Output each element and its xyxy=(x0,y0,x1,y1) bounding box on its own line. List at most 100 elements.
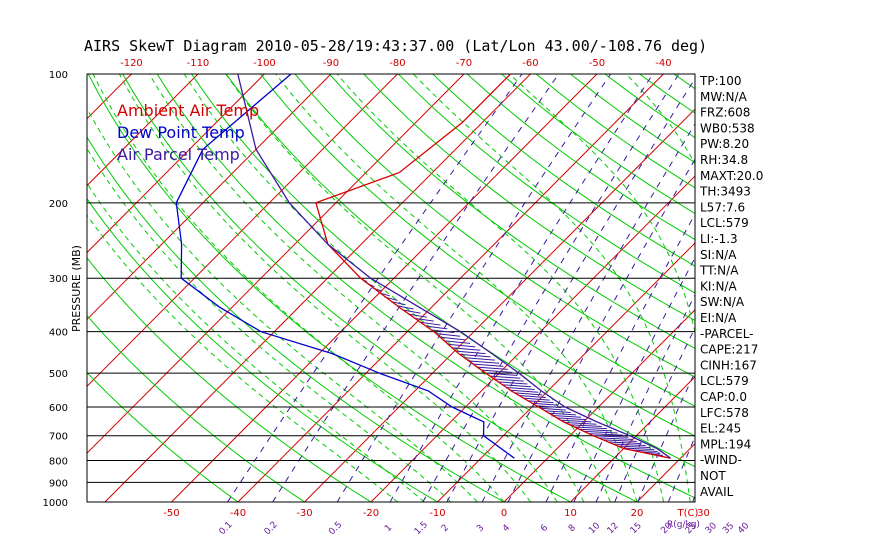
index-label: WB0:538 xyxy=(700,121,755,135)
index-label: NOT xyxy=(700,469,726,483)
index-label: SW:N/A xyxy=(700,295,745,309)
cape-hatch-line xyxy=(443,340,471,344)
isotherm-line xyxy=(304,108,695,502)
isotherm-line xyxy=(171,74,598,502)
cape-hatch-line xyxy=(493,378,524,382)
mixing-ratio-line xyxy=(637,370,695,502)
mixing-ratio-label: 6 xyxy=(539,523,550,534)
bottom-temp-tick-label: 0 xyxy=(501,508,507,519)
pressure-tick-label: 100 xyxy=(49,70,68,81)
top-temp-tick-label: -60 xyxy=(522,58,538,69)
mixing-ratio-label: 3 xyxy=(475,523,486,534)
cape-hatch-line xyxy=(413,317,434,322)
mixing-ratio-line xyxy=(507,158,695,502)
mixing-ratio-line xyxy=(595,293,695,502)
index-label: SI:N/A xyxy=(700,248,737,262)
mixing-ratio-label: 4 xyxy=(501,523,512,534)
cape-hatch-line xyxy=(476,366,508,370)
grid-lines xyxy=(87,74,695,502)
mixing-ratio-line xyxy=(336,74,612,502)
cape-hatch-line xyxy=(588,433,623,436)
index-label: TP:100 xyxy=(699,74,742,88)
plot-frame xyxy=(86,73,696,503)
mixing-ratio-line xyxy=(389,74,654,502)
top-temp-tick-label: -120 xyxy=(120,58,143,69)
isotherm-line xyxy=(87,74,265,254)
dew-point-temp-line xyxy=(175,74,515,459)
cape-hatch-line xyxy=(459,353,491,358)
index-label: PW:8.20 xyxy=(700,137,749,151)
moist-adiabat-line xyxy=(87,182,425,502)
index-label: RH:34.8 xyxy=(700,153,748,167)
mixing-ratio-line xyxy=(272,74,560,502)
index-label: MAXT:20.0 xyxy=(700,169,763,183)
index-label: LCL:579 xyxy=(700,374,749,388)
legend-entry: Ambient Air Temp xyxy=(117,101,259,120)
top-temp-tick-label: -70 xyxy=(456,58,472,69)
moist-adiabat-line xyxy=(87,147,452,502)
isotherm-line xyxy=(437,242,695,502)
dry-adiabat-line xyxy=(156,74,695,499)
moist-adiabat-line xyxy=(509,74,695,335)
isotherm-line xyxy=(570,376,695,502)
pressure-tick-label: 800 xyxy=(49,457,68,468)
index-label: MW:N/A xyxy=(700,90,748,104)
cape-hatch-line xyxy=(617,445,650,449)
pressure-tick-label: 700 xyxy=(49,432,68,443)
moist-adiabat-line xyxy=(148,74,558,502)
cape-hatch-line xyxy=(447,343,476,348)
top-temp-tick-label: -100 xyxy=(253,58,276,69)
cape-hatch-line xyxy=(552,415,582,418)
dry-adiabat-line xyxy=(87,74,571,502)
dry-adiabat-line xyxy=(87,136,505,502)
cape-hatch-line xyxy=(481,369,513,373)
cape-hatch-line xyxy=(455,350,486,355)
cape-hatch-line xyxy=(531,402,558,406)
top-temp-tick-label: -110 xyxy=(187,58,210,69)
cape-hatch-line xyxy=(468,360,500,364)
cape-hatch-line xyxy=(402,309,421,314)
index-label: LI:-1.3 xyxy=(700,232,738,246)
isotherm-line xyxy=(87,74,332,321)
cape-hatch-line xyxy=(560,419,592,423)
top-temp-tick-label: -90 xyxy=(323,58,339,69)
isobars: 100 200 300 400 500 600 700 800 900 1000 xyxy=(43,70,696,509)
index-label: TH:3493 xyxy=(699,185,751,199)
cape-hatch-line xyxy=(425,325,448,330)
isotherm-line xyxy=(87,74,465,454)
cape-hatch-line xyxy=(602,439,637,442)
dry-adiabat-line xyxy=(87,371,239,502)
cape-hatch-line xyxy=(556,417,587,421)
dry-adiabat-line xyxy=(191,74,695,468)
cape-hatch-line xyxy=(574,426,607,430)
cape-hatch-line xyxy=(597,437,633,440)
mixing-ratio-label: 8 xyxy=(567,523,578,534)
cape-hatch-line xyxy=(472,363,504,367)
moist-adiabat-line xyxy=(183,74,585,502)
cape-hatch-line xyxy=(564,421,597,425)
pressure-tick-label: 500 xyxy=(49,369,68,380)
isotherm-line xyxy=(370,175,695,502)
legend-entry: Dew Point Temp xyxy=(117,123,245,142)
moist-adiabat-line xyxy=(92,74,505,502)
dry-adiabat-line xyxy=(363,74,695,322)
cape-hatch-line xyxy=(536,405,562,409)
ambient-air-temp-line xyxy=(315,74,671,459)
bottom-temp-tick-label: -50 xyxy=(163,508,179,519)
isotherm-line xyxy=(87,74,199,187)
bottom-temp-tick-label: -30 xyxy=(296,508,312,519)
cape-hatch-line xyxy=(397,305,414,310)
bottom-temp-tick-label: -20 xyxy=(363,508,379,519)
cape-hatch-line xyxy=(593,435,629,438)
cape-hatch-line xyxy=(514,392,543,396)
legend-entry: Air Parcel Temp xyxy=(117,145,240,164)
dry-adiabat-line xyxy=(329,74,695,350)
index-label: LCL:579 xyxy=(700,216,749,230)
y-axis-label: PRESSURE (MB) xyxy=(70,245,83,332)
pressure-tick-label: 600 xyxy=(49,403,68,414)
index-label: FRZ:608 xyxy=(700,106,750,120)
pressure-tick-label: 900 xyxy=(49,478,68,489)
cape-hatch-line xyxy=(489,375,521,379)
